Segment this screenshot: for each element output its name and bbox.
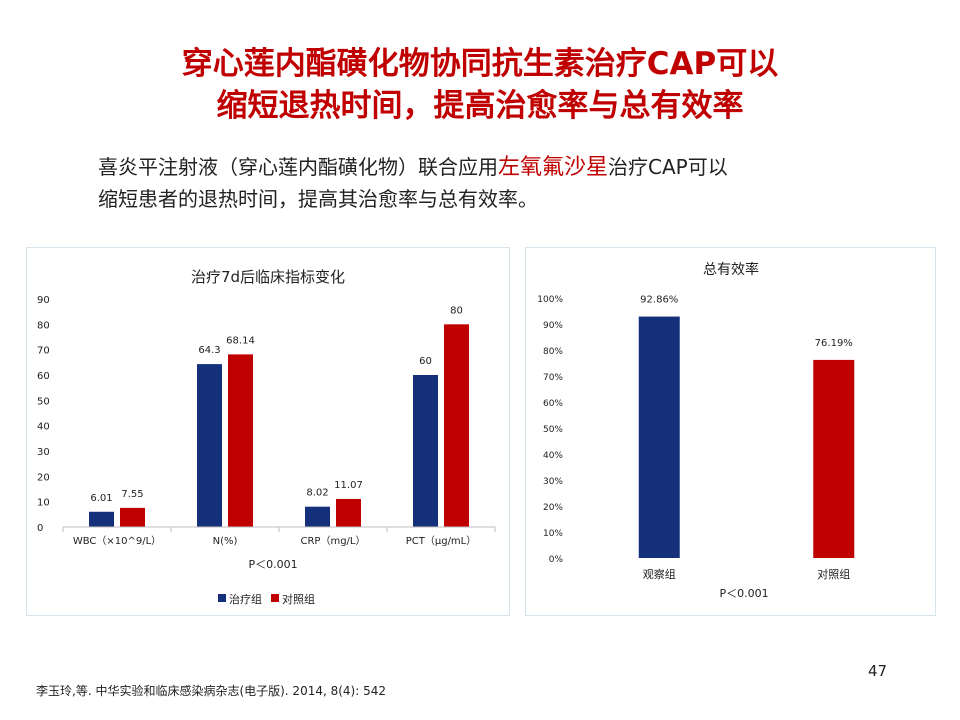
bar bbox=[89, 511, 114, 527]
p-value-annotation: P＜0.001 bbox=[248, 558, 297, 571]
body-text-line-2: 缩短患者的退热时间，提高其治愈率与总有效率。 bbox=[98, 187, 538, 211]
bar-value-label: 80 bbox=[450, 305, 463, 316]
legend-swatch-treatment bbox=[218, 594, 226, 602]
y-tick-label: 60 bbox=[37, 371, 50, 382]
bar bbox=[336, 498, 361, 527]
body-text-post: 治疗CAP可以 bbox=[608, 155, 728, 179]
body-text-pre: 喜炎平注射液（穿心莲内酯磺化物）联合应用 bbox=[98, 155, 498, 179]
legend: 治疗组 对照组 bbox=[218, 592, 315, 606]
category-label: 观察组 bbox=[643, 567, 676, 581]
bar-value-label: 60 bbox=[419, 356, 432, 367]
bar-value-label: 76.19% bbox=[815, 338, 853, 349]
highlighted-drug-name: 左氧氟沙星 bbox=[498, 155, 609, 180]
bar-value-label: 68.14 bbox=[226, 335, 255, 346]
total-efficacy-chart: 总有效率 0% 10% 20% 30% 40% 50% 60% 70% 80% 90% 100% 9… bbox=[537, 261, 855, 600]
bar-value-label: 92.86% bbox=[640, 295, 678, 306]
page-number: 47 bbox=[868, 662, 888, 680]
y-tick-label: 30% bbox=[543, 477, 563, 487]
category-label: N(%) bbox=[213, 536, 238, 547]
clinical-indicators-chart: 治疗7d后临床指标变化 0 10 20 30 40 50 60 70 80 90 6.01 64.3… bbox=[37, 268, 496, 606]
bar bbox=[197, 364, 222, 527]
y-tick-label: 10% bbox=[543, 529, 563, 539]
y-tick-label: 90% bbox=[543, 321, 563, 331]
slide-title-line-2: 缩短退热时间，提高治愈率与总有效率 bbox=[216, 88, 744, 124]
legend-label-control: 对照组 bbox=[282, 592, 315, 606]
chart-title: 总有效率 bbox=[703, 261, 759, 278]
bar bbox=[444, 324, 469, 527]
bar-value-label: 7.55 bbox=[121, 489, 143, 500]
bar bbox=[228, 354, 253, 527]
slide-title-line-1: 穿心莲内酯磺化物协同抗生素治疗CAP可以 bbox=[181, 46, 779, 82]
bar bbox=[120, 507, 145, 527]
y-tick-label: 60% bbox=[543, 399, 563, 409]
y-tick-label: 50% bbox=[543, 425, 563, 435]
y-tick-label: 90 bbox=[37, 295, 50, 306]
y-tick-label: 10 bbox=[37, 498, 50, 509]
y-tick-label: 30 bbox=[37, 447, 50, 458]
bar bbox=[413, 375, 438, 527]
bar bbox=[305, 506, 330, 527]
bar bbox=[813, 359, 855, 558]
bar-value-label: 64.3 bbox=[198, 345, 220, 356]
category-label: CRP（mg/L） bbox=[301, 535, 366, 547]
y-tick-label: 50 bbox=[37, 396, 50, 407]
y-tick-label: 70 bbox=[37, 346, 50, 357]
citation: 李玉玲,等. 中华实验和临床感染病杂志(电子版). 2014, 8(4): 54… bbox=[36, 684, 386, 698]
y-tick-label: 80% bbox=[543, 347, 563, 357]
body-text-line-1: 喜炎平注射液（穿心莲内酯磺化物）联合应用左氧氟沙星治疗CAP可以 bbox=[98, 152, 898, 183]
y-tick-label: 100% bbox=[537, 295, 563, 305]
legend-label-treatment: 治疗组 bbox=[229, 592, 262, 606]
y-tick-label: 40 bbox=[37, 422, 50, 433]
y-tick-label: 0% bbox=[549, 555, 564, 565]
clinical-indicators-chart-panel: 治疗7d后临床指标变化 0 10 20 30 40 50 60 70 80 90 6.01 64.3… bbox=[26, 247, 510, 616]
legend-swatch-control bbox=[271, 594, 279, 602]
category-label: WBC（×10^9/L） bbox=[73, 535, 161, 547]
bar-value-label: 8.02 bbox=[306, 488, 328, 499]
y-tick-label: 80 bbox=[37, 320, 50, 331]
category-label: 对照组 bbox=[817, 567, 850, 581]
y-tick-label: 20 bbox=[37, 472, 50, 483]
y-tick-label: 0 bbox=[37, 523, 43, 534]
p-value-annotation: P＜0.001 bbox=[719, 587, 768, 600]
y-tick-label: 20% bbox=[543, 503, 563, 513]
bar-value-label: 11.07 bbox=[334, 480, 363, 491]
total-efficacy-chart-panel: 总有效率 0% 10% 20% 30% 40% 50% 60% 70% 80% 90% 100% 9… bbox=[525, 247, 936, 616]
bar bbox=[638, 316, 680, 558]
bar-value-label: 6.01 bbox=[90, 493, 112, 504]
y-tick-label: 40% bbox=[543, 451, 563, 461]
chart-title: 治疗7d后临床指标变化 bbox=[191, 268, 345, 286]
y-tick-label: 70% bbox=[543, 373, 563, 383]
category-label: PCT（μg/mL） bbox=[406, 535, 477, 547]
